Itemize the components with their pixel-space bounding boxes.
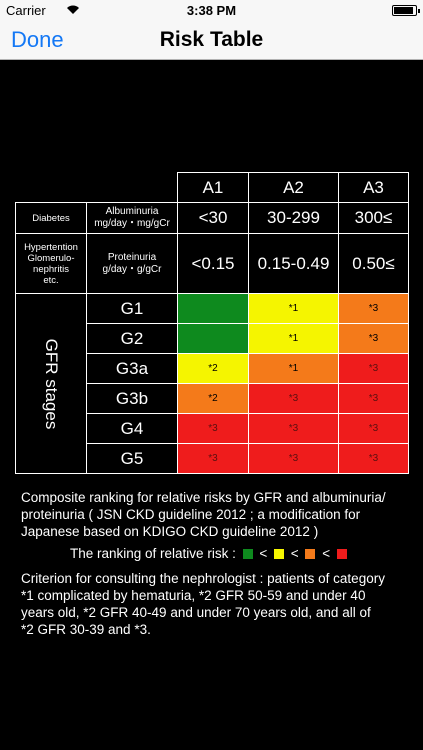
albuminuria-unit: mg/day・mg/gCr (94, 218, 170, 229)
albuminuria-label: Albuminuria (105, 206, 159, 217)
grade-g4: G4 (86, 413, 178, 444)
legend-less-than: < (322, 546, 331, 561)
legend-swatch-yellow (274, 549, 285, 560)
wifi-icon (66, 4, 80, 18)
risk-cell: *3 (338, 323, 409, 354)
gfr-stages-label: GFR stages (15, 293, 87, 474)
albuminuria-range-a1: <30 (177, 202, 249, 234)
ranking-legend: The ranking of relative risk : < < < (70, 545, 350, 562)
albuminuria-header: Albuminuria mg/day・mg/gCr (86, 202, 178, 234)
page-title: Risk Table (159, 28, 264, 51)
column-header-a1: A1 (177, 172, 249, 203)
proteinuria-range-a3: 0.50≤ (338, 233, 409, 294)
risk-cell: *3 (248, 413, 339, 444)
risk-cell: *1 (248, 293, 339, 324)
risk-cell (177, 323, 249, 354)
risk-cell: *3 (338, 413, 409, 444)
gfr-stages-text: GFR stages (42, 338, 61, 429)
carrier-label: Carrier (6, 3, 46, 18)
proteinuria-unit: g/day・g/gCr (102, 263, 162, 275)
grade-g3a: G3a (86, 353, 178, 384)
diabetes-label: Diabetes (15, 202, 87, 234)
legend-swatch-orange (305, 549, 316, 560)
risk-cell: *3 (338, 353, 409, 384)
legend-swatch-red (336, 549, 347, 560)
albuminuria-range-a3: 300≤ (338, 202, 409, 234)
nephrologist-criterion-note: Criterion for consulting the nephrologis… (21, 571, 385, 637)
albuminuria-range-a2: 30-299 (248, 202, 339, 234)
legend-less-than: < (290, 546, 299, 561)
composite-ranking-note: Composite ranking for relative risks by … (21, 490, 386, 539)
risk-cell: *1 (248, 353, 339, 384)
column-header-a3: A3 (338, 172, 409, 203)
grade-g1: G1 (86, 293, 178, 324)
risk-cell (177, 293, 249, 324)
proteinuria-range-a1: <0.15 (177, 233, 249, 294)
column-header-a2: A2 (248, 172, 339, 203)
risk-cell: *3 (338, 293, 409, 324)
risk-cell: *3 (177, 443, 249, 474)
proteinuria-header: Proteinuria g/day・g/gCr (86, 233, 178, 294)
risk-cell: *3 (338, 383, 409, 414)
legend-less-than: < (259, 546, 268, 561)
grade-g2: G2 (86, 323, 178, 354)
navigation-bar: Done Risk Table (0, 20, 423, 60)
battery-icon (392, 5, 420, 16)
risk-cell: *2 (177, 353, 249, 384)
table-corner (15, 172, 178, 203)
risk-cell: *3 (248, 443, 339, 474)
status-time: 3:38 PM (186, 3, 237, 18)
grade-g3b: G3b (86, 383, 178, 414)
risk-cell: *3 (338, 443, 409, 474)
grade-g5: G5 (86, 443, 178, 474)
risk-cell: *3 (248, 383, 339, 414)
risk-cell: *1 (248, 323, 339, 354)
status-bar: Carrier 3:38 PM (0, 0, 423, 20)
risk-cell: *3 (177, 413, 249, 444)
proteinuria-range-a2: 0.15-0.49 (248, 233, 339, 294)
done-button[interactable]: Done (11, 20, 64, 60)
proteinuria-label: Proteinuria (107, 251, 157, 263)
risk-cell: *2 (177, 383, 249, 414)
risk-table: A1 A2 A3 Diabetes Albuminuria mg/day・mg/… (15, 172, 409, 474)
legend-swatch-green (242, 549, 253, 560)
ranking-legend-label: The ranking of relative risk : (70, 546, 236, 561)
other-disease-label: Hypertention Glomerulo- nephritis etc. (15, 233, 87, 294)
